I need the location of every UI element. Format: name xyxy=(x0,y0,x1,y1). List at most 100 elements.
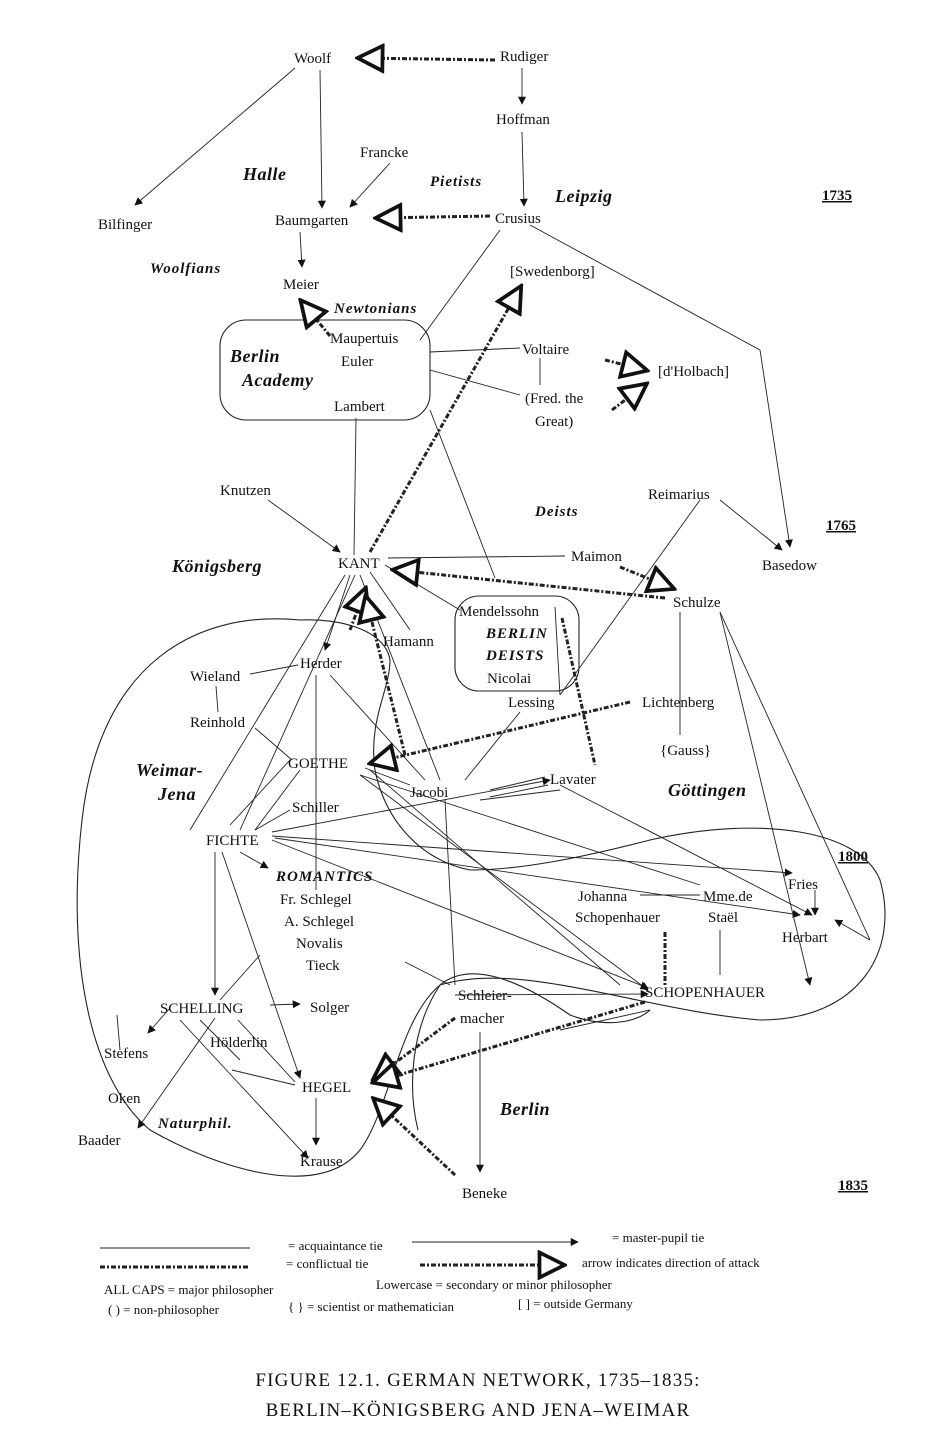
node-solger: Solger xyxy=(310,1000,349,1016)
node-a-schlegel: A. Schlegel xyxy=(284,914,354,930)
berlin-blob xyxy=(412,973,651,1131)
node-rudiger: Rudiger xyxy=(500,49,548,65)
group-berlin-deists-2: DEISTS xyxy=(485,648,545,664)
node-krause: Krause xyxy=(300,1154,343,1170)
node-fries: Fries xyxy=(788,877,818,893)
group-romantics: ROMANTICS xyxy=(275,869,373,885)
region-berlin-academy-1: Berlin xyxy=(229,346,280,366)
node-lambert: Lambert xyxy=(334,399,386,415)
node-euler: Euler xyxy=(341,354,373,370)
year-1735: 1735 xyxy=(822,188,852,204)
year-1765: 1765 xyxy=(826,518,856,534)
node-woolf: Woolf xyxy=(294,51,331,67)
node-hoffman: Hoffman xyxy=(496,112,550,128)
node-oken: Oken xyxy=(108,1091,141,1107)
node-meier: Meier xyxy=(283,277,319,293)
node-beneke: Beneke xyxy=(462,1186,507,1202)
node-johanna-1: Johanna xyxy=(578,889,627,905)
node-holderlin: Hölderlin xyxy=(210,1035,268,1051)
year-1835: 1835 xyxy=(838,1178,868,1194)
node-baumgarten: Baumgarten xyxy=(275,213,349,229)
year-markers: 1735 1765 1800 1835 xyxy=(822,188,868,1194)
philosopher-nodes: Woolf Rudiger Hoffman Francke Bilfinger … xyxy=(78,49,829,1202)
conflictual-ties xyxy=(302,58,672,1177)
node-baader: Baader xyxy=(78,1133,120,1149)
master-pupil-ties xyxy=(134,67,871,1173)
group-newtonians: Newtonians xyxy=(333,301,417,317)
group-deists: Deists xyxy=(534,504,579,520)
node-maimon: Maimon xyxy=(571,549,622,565)
node-swedenborg: [Swedenborg] xyxy=(510,264,595,280)
region-konigsberg: Königsberg xyxy=(171,556,262,576)
node-jacobi: Jacobi xyxy=(410,785,448,801)
region-halle: Halle xyxy=(242,164,287,184)
node-herbart: Herbart xyxy=(782,930,829,946)
node-stefens: Stefens xyxy=(104,1046,148,1062)
node-schleier-1: Schleier- xyxy=(458,988,512,1004)
node-nicolai: Nicolai xyxy=(487,671,531,687)
node-voltaire: Voltaire xyxy=(522,342,570,358)
node-fred-1: (Fred. the xyxy=(525,391,584,407)
legend-all-caps: ALL CAPS = major philosopher xyxy=(104,1282,274,1297)
node-wieland: Wieland xyxy=(190,669,241,685)
group-berlin-deists-1: BERLIN xyxy=(485,626,548,642)
node-gauss: {Gauss} xyxy=(660,743,711,759)
node-stael-2: Staël xyxy=(708,910,738,926)
region-berlin: Berlin xyxy=(499,1099,550,1119)
node-basedow: Basedow xyxy=(762,558,817,574)
node-fichte: FICHTE xyxy=(206,833,259,849)
group-labels: Pietists Woolfians Newtonians Deists BER… xyxy=(150,174,579,1132)
node-mendelssohn: Mendelssohn xyxy=(459,604,539,620)
legend-master-pupil-text: = master-pupil tie xyxy=(612,1230,704,1245)
node-knutzen: Knutzen xyxy=(220,483,271,499)
node-lessing: Lessing xyxy=(508,695,555,711)
region-leipzig: Leipzig xyxy=(554,186,613,206)
region-outlines xyxy=(76,319,886,1177)
legend: = acquaintance tie = master-pupil tie = … xyxy=(100,1230,760,1317)
region-berlin-academy-2: Academy xyxy=(241,370,314,390)
node-schelling: SCHELLING xyxy=(160,1001,243,1017)
node-reimarius: Reimarius xyxy=(648,487,710,503)
node-goethe: GOETHE xyxy=(288,756,348,772)
node-maupertuis: Maupertuis xyxy=(330,331,398,347)
node-schiller: Schiller xyxy=(292,800,339,816)
group-woolfians: Woolfians xyxy=(150,261,221,277)
node-fr-schlegel: Fr. Schlegel xyxy=(280,892,352,908)
node-stael-1: Mme.de xyxy=(703,889,753,905)
node-novalis: Novalis xyxy=(296,936,343,952)
node-lavater: Lavater xyxy=(550,772,596,788)
figure-caption: FIGURE 12.1. GERMAN NETWORK, 1735–1835: … xyxy=(255,1370,699,1421)
node-lichtenberg: Lichtenberg xyxy=(642,695,715,711)
legend-attack-text: arrow indicates direction of attack xyxy=(582,1255,760,1270)
node-fred-2: Great) xyxy=(535,414,573,430)
node-hegel: HEGEL xyxy=(302,1080,351,1096)
group-naturphil: Naturphil. xyxy=(157,1116,233,1132)
legend-acquaintance-text: = acquaintance tie xyxy=(288,1238,383,1253)
node-schleier-2: macher xyxy=(460,1011,504,1027)
node-dholbach: [d'Holbach] xyxy=(658,364,729,380)
legend-scientist: { } = scientist or mathematician xyxy=(288,1299,455,1314)
node-herder: Herder xyxy=(300,656,342,672)
region-labels: Halle Leipzig Berlin Academy Königsberg … xyxy=(136,164,747,1119)
legend-lowercase: Lowercase = secondary or minor philosoph… xyxy=(376,1277,613,1292)
node-reinhold: Reinhold xyxy=(190,715,245,731)
node-schulze: Schulze xyxy=(673,595,721,611)
caption-line-2: BERLIN–KÖNIGSBERG AND JENA–WEIMAR xyxy=(266,1400,691,1421)
group-pietists: Pietists xyxy=(430,174,482,190)
node-schopenhauer: SCHOPENHAUER xyxy=(645,985,765,1001)
acquaintance-ties xyxy=(116,224,871,1086)
node-hamann: Hamann xyxy=(383,634,434,650)
berlin-deists-box xyxy=(454,595,580,692)
year-1800: 1800 xyxy=(838,849,868,865)
weimar-jena-blob xyxy=(76,618,886,1177)
node-johanna-2: Schopenhauer xyxy=(575,910,660,926)
node-crusius: Crusius xyxy=(495,211,541,227)
legend-outside: [ ] = outside Germany xyxy=(518,1296,633,1311)
node-bilfinger: Bilfinger xyxy=(98,217,152,233)
region-weimar-jena-2: Jena xyxy=(157,784,196,804)
region-gottingen: Göttingen xyxy=(668,780,747,800)
legend-non-philosopher: ( ) = non-philosopher xyxy=(108,1302,220,1317)
node-francke: Francke xyxy=(360,145,409,161)
